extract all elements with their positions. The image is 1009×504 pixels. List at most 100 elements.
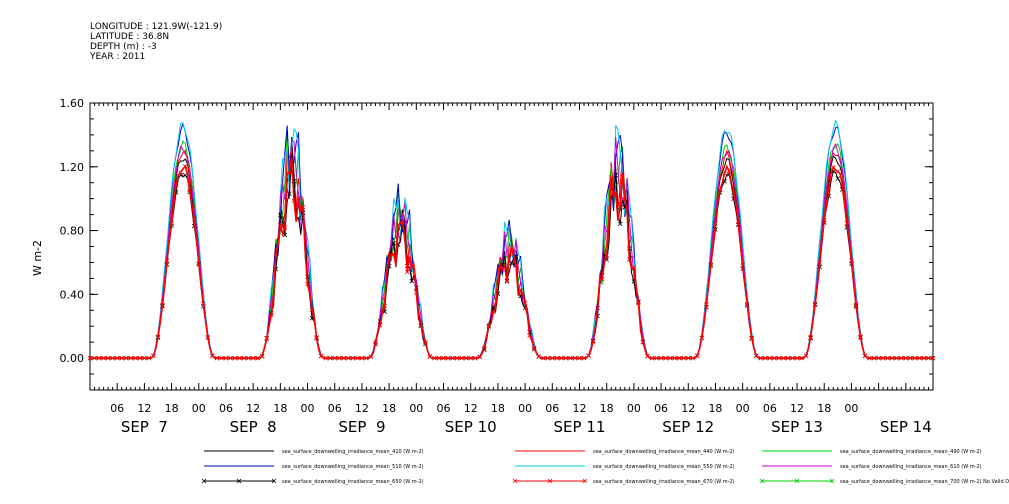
series-marker-7 xyxy=(305,281,310,287)
series-marker-7 xyxy=(164,258,170,263)
series-marker-7 xyxy=(808,334,813,340)
x-hour-label: 06 xyxy=(763,402,777,415)
series-marker-7 xyxy=(781,355,786,361)
series-marker-6 xyxy=(391,240,396,246)
series-marker-7 xyxy=(278,223,283,228)
series-marker-7 xyxy=(336,355,342,361)
series-marker-7 xyxy=(314,336,319,341)
x-hour-label: 06 xyxy=(654,402,668,415)
y-tick-label: 1.60 xyxy=(60,97,85,110)
series-marker-7 xyxy=(87,355,93,361)
series-marker-7 xyxy=(794,355,800,361)
series-marker-7 xyxy=(785,355,791,361)
series-marker-7 xyxy=(409,263,415,269)
series-marker-7 xyxy=(169,221,174,226)
series-marker-7 xyxy=(889,355,895,361)
series-marker-7 xyxy=(96,355,102,361)
x-hour-label: 06 xyxy=(328,402,342,415)
series-marker-7 xyxy=(645,353,650,359)
series-marker-6 xyxy=(617,221,623,227)
x-hour-label: 06 xyxy=(110,402,124,415)
series-marker-7 xyxy=(704,302,709,307)
series-marker-7 xyxy=(368,354,374,359)
series-marker-7 xyxy=(264,336,270,341)
series-marker-6 xyxy=(287,191,292,197)
series-marker-7 xyxy=(636,300,641,306)
series-marker-7 xyxy=(681,355,687,361)
x-hour-label: 00 xyxy=(844,402,858,415)
x-axis: 06 12 18 00 06 12 18 00 06 12 18 00 06 12 18 00 06 12 18 00… xyxy=(89,103,934,436)
series-marker-7 xyxy=(753,353,759,358)
x-hour-label: 00 xyxy=(301,402,315,415)
series-marker-7 xyxy=(205,335,211,340)
legend-label-6: sea_surface_downwelling_irradiance_mean_… xyxy=(282,479,424,485)
series-marker-7 xyxy=(237,355,242,361)
x-hour-label: 18 xyxy=(491,402,505,415)
longitude-label: LONGITUDE : 121.9W(-121.9) xyxy=(90,22,223,32)
series-marker-7 xyxy=(114,355,120,361)
series-marker-7 xyxy=(744,301,750,307)
series-marker-7 xyxy=(495,279,501,284)
series-marker-7 xyxy=(110,355,115,361)
series-marker-7 xyxy=(92,355,97,361)
year-label: YEAR : 2011 xyxy=(90,52,146,62)
series-marker-7 xyxy=(228,355,233,361)
series-marker-7 xyxy=(722,170,727,176)
series-marker-7 xyxy=(622,197,628,203)
series-marker-7 xyxy=(404,269,410,275)
series-marker-7 xyxy=(540,355,546,361)
legend-marker-8 xyxy=(794,478,800,484)
series-marker-7 xyxy=(196,261,202,266)
legend-label-2: sea_surface_downwelling_irradiance_mean_… xyxy=(840,449,982,455)
series-marker-7 xyxy=(572,355,578,361)
series-marker-7 xyxy=(500,267,505,272)
series-marker-7 xyxy=(373,339,378,345)
series-marker-7 xyxy=(685,355,691,361)
series-marker-7 xyxy=(627,257,632,262)
series-marker-7 xyxy=(849,258,854,264)
series-marker-7 xyxy=(504,279,510,284)
series-marker-7 xyxy=(119,355,125,361)
series-marker-7 xyxy=(844,220,850,226)
series-marker-7 xyxy=(123,355,129,361)
series-marker-7 xyxy=(300,204,306,210)
series-marker-7 xyxy=(831,165,836,170)
dataset-header: LONGITUDE : 121.9W(-121.9) LATITUDE : 36… xyxy=(90,22,222,62)
legend-marker-6 xyxy=(236,478,242,484)
series-marker-7 xyxy=(554,355,560,361)
x-day-label: SEP 12 xyxy=(662,418,714,436)
series-marker-7 xyxy=(767,355,773,361)
x-hour-label: 06 xyxy=(219,402,233,415)
series-marker-7 xyxy=(232,355,238,361)
series-marker-7 xyxy=(463,355,469,361)
x-hour-label: 12 xyxy=(137,402,151,415)
x-hour-label: 18 xyxy=(165,402,179,415)
series-marker-7 xyxy=(155,334,161,340)
series-marker-7 xyxy=(880,355,886,361)
series-marker-7 xyxy=(219,355,224,361)
x-hour-label: 12 xyxy=(790,402,804,415)
x-hour-label: 06 xyxy=(545,402,559,415)
series-marker-7 xyxy=(182,163,188,169)
legend-marker-7 xyxy=(582,478,588,484)
series-marker-7 xyxy=(441,355,446,361)
series-marker-7 xyxy=(423,339,428,345)
series-marker-7 xyxy=(287,170,292,176)
series-marker-6 xyxy=(835,176,841,181)
series-marker-7 xyxy=(667,355,673,361)
series-marker-7 xyxy=(917,355,922,361)
series-marker-7 xyxy=(590,339,596,345)
series-marker-7 xyxy=(640,340,646,345)
series-marker-7 xyxy=(332,355,338,361)
series-marker-7 xyxy=(101,355,106,361)
series-marker-7 xyxy=(391,251,396,257)
series-marker-7 xyxy=(858,334,863,340)
x-hour-label: 18 xyxy=(273,402,287,415)
series-marker-7 xyxy=(142,355,147,361)
series-marker-7 xyxy=(799,355,804,361)
series-marker-7 xyxy=(518,288,523,293)
series-marker-7 xyxy=(817,260,822,265)
series-marker-7 xyxy=(250,355,256,361)
series-marker-7 xyxy=(436,355,442,361)
x-hour-label: 12 xyxy=(246,402,260,415)
